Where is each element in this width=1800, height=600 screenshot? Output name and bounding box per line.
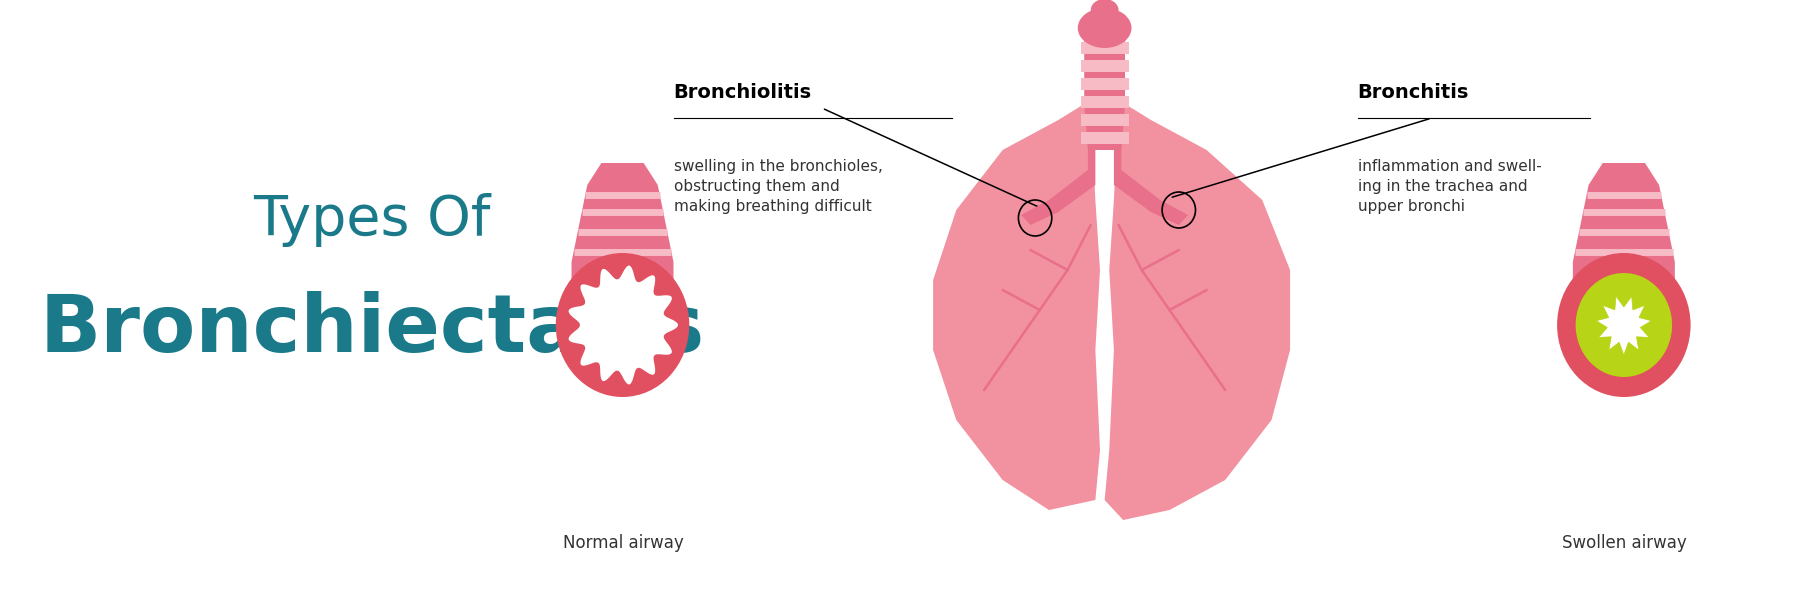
Circle shape	[1557, 253, 1690, 397]
Text: Bronchitis: Bronchitis	[1357, 83, 1469, 103]
Circle shape	[556, 253, 689, 397]
Polygon shape	[1080, 96, 1129, 108]
Polygon shape	[1597, 296, 1651, 355]
Polygon shape	[1080, 132, 1129, 144]
Polygon shape	[567, 265, 679, 386]
Polygon shape	[1080, 78, 1129, 90]
Text: Bronchiectasis: Bronchiectasis	[40, 291, 706, 369]
Ellipse shape	[1091, 0, 1118, 21]
Text: inflammation and swell-
ing in the trachea and
upper bronchi: inflammation and swell- ing in the trach…	[1357, 159, 1541, 214]
Text: Bronchiolitis: Bronchiolitis	[673, 83, 812, 103]
Polygon shape	[1021, 145, 1096, 225]
Polygon shape	[1105, 100, 1291, 520]
Polygon shape	[1080, 114, 1129, 126]
Polygon shape	[1573, 163, 1674, 285]
Polygon shape	[1114, 145, 1188, 225]
Polygon shape	[1080, 42, 1129, 54]
Text: Swollen airway: Swollen airway	[1562, 534, 1687, 552]
Polygon shape	[932, 100, 1100, 510]
Text: Types Of: Types Of	[254, 193, 491, 247]
Polygon shape	[1084, 35, 1125, 150]
Polygon shape	[572, 163, 673, 285]
Text: Normal airway: Normal airway	[563, 534, 684, 552]
Ellipse shape	[1078, 8, 1132, 48]
Polygon shape	[1080, 60, 1129, 72]
Circle shape	[1575, 273, 1672, 377]
Text: swelling in the bronchioles,
obstructing them and
making breathing difficult: swelling in the bronchioles, obstructing…	[673, 159, 882, 214]
